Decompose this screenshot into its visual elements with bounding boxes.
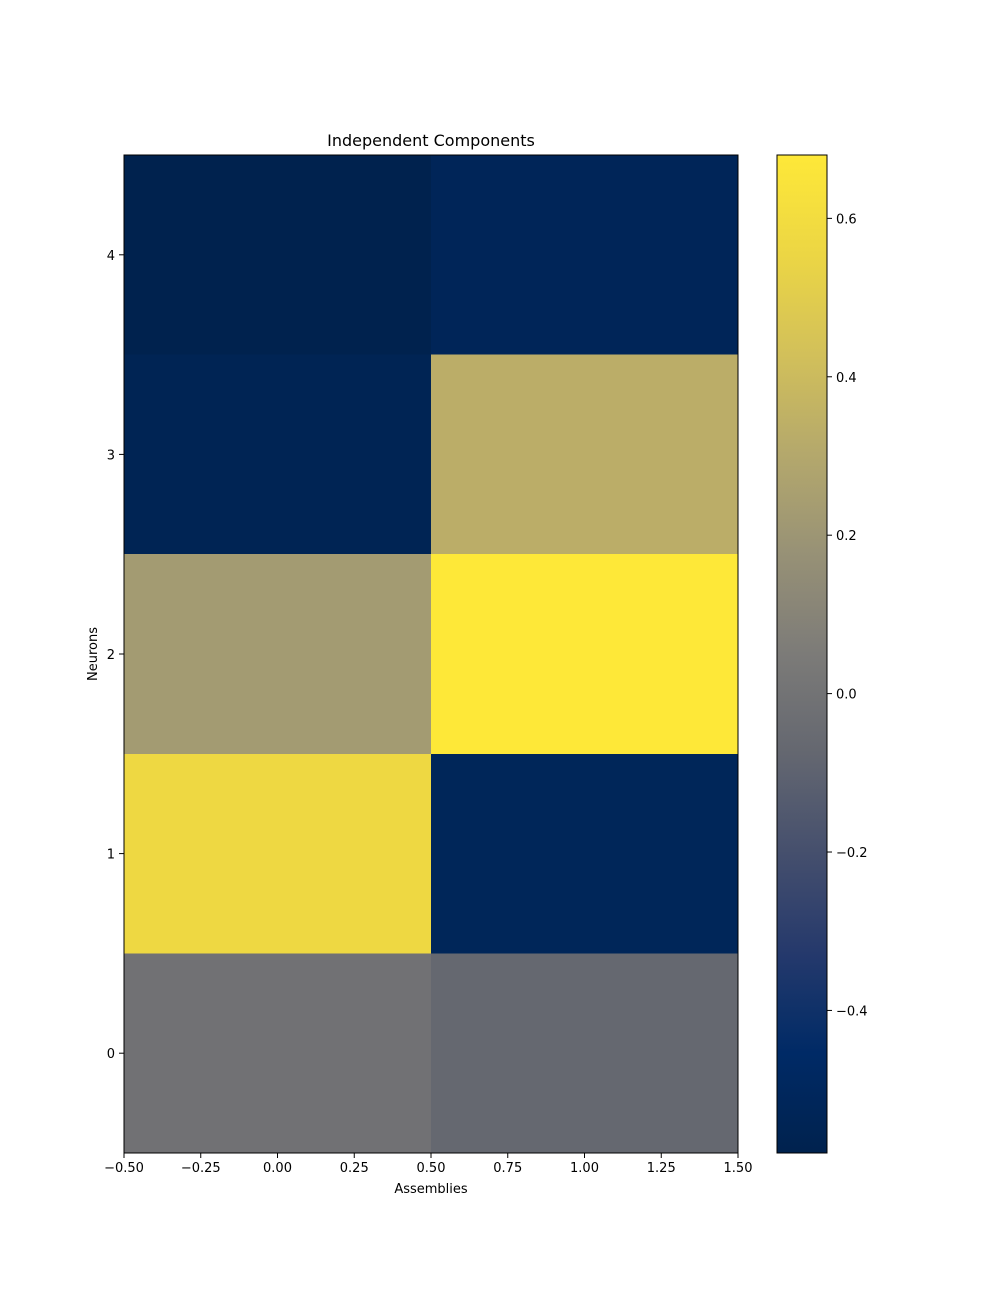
y-tick-label: 1 (107, 848, 115, 863)
colorbar (777, 155, 827, 1153)
y-tick-label: 0 (107, 1047, 115, 1062)
chart-title: Independent Components (327, 131, 535, 150)
x-tick-label: 0.25 (340, 1161, 369, 1176)
colorbar-axis: −0.4 −0.2 0.0 0.2 0.4 0.6 (827, 212, 868, 1019)
x-tick-label: 0.00 (263, 1161, 292, 1176)
x-tick-label: 1.50 (724, 1161, 753, 1176)
y-tick-label: 3 (107, 448, 115, 463)
x-tick-label: −0.25 (181, 1161, 221, 1176)
y-tick-label: 4 (107, 249, 115, 264)
x-tick-label: 1.00 (570, 1161, 599, 1176)
x-axis-label: Assemblies (394, 1182, 468, 1197)
x-tick-label: 0.50 (417, 1161, 446, 1176)
x-tick-label: 1.25 (647, 1161, 676, 1176)
colorbar-tick-label: −0.4 (836, 1004, 868, 1019)
x-tick-label: −0.50 (104, 1161, 144, 1176)
x-axis: −0.50 −0.25 0.00 0.25 0.50 0.75 1.00 1.25 1.50 (104, 1153, 752, 1176)
colorbar-tick-label: 0.2 (836, 529, 857, 544)
colorbar-tick-label: 0.4 (836, 371, 857, 386)
heatmap-cell (431, 953, 738, 1153)
x-tick-label: 0.75 (493, 1161, 522, 1176)
heatmap-cell (431, 155, 738, 355)
heatmap-cell (431, 753, 738, 954)
colorbar-tick-label: 0.6 (836, 212, 857, 227)
heatmap-cell (124, 354, 431, 555)
heatmap-cells (124, 155, 738, 1153)
colorbar-tick-label: −0.2 (836, 846, 868, 861)
colorbar-frame (776, 154, 828, 1154)
heatmap-cell (124, 155, 431, 355)
y-axis-label: Neurons (86, 627, 101, 681)
y-tick-label: 2 (107, 648, 115, 663)
heatmap-cell (431, 354, 738, 555)
heatmap-cell (431, 554, 738, 754)
heatmap-cell (124, 953, 431, 1153)
heatmap-cell (124, 753, 431, 954)
y-axis: 0 1 2 3 4 (107, 249, 124, 1062)
heatmap-cell (124, 554, 431, 754)
colorbar-tick-label: 0.0 (836, 688, 857, 703)
